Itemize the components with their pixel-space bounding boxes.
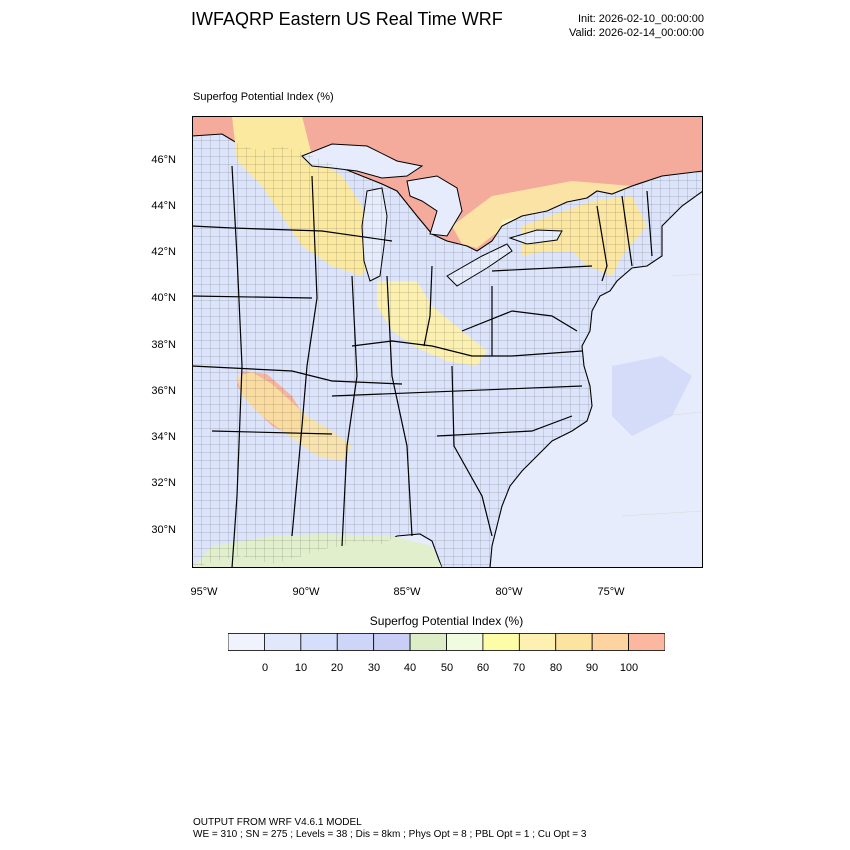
model-info-line1: OUTPUT FROM WRF V4.6.1 MODEL [193, 817, 362, 828]
colorbar-label: 60 [476, 662, 490, 674]
colorbar-box [409, 633, 447, 651]
valid-time-label: Valid: 2026-02-14_00:00:00 [569, 27, 704, 39]
weather-map [192, 116, 703, 568]
colorbar-box [628, 633, 665, 651]
colorbar-label: 30 [367, 662, 381, 674]
colorbar-title: Superfog Potential Index (%) [369, 614, 524, 628]
colorbar [228, 633, 665, 651]
colorbar-box [228, 633, 265, 651]
colorbar-box [555, 633, 593, 651]
colorbar-box [482, 633, 520, 651]
colorbar-box [264, 633, 302, 651]
colorbar-label: 50 [440, 662, 454, 674]
field-title: Superfog Potential Index (%) [193, 91, 334, 103]
lat-label-32: 32°N [151, 477, 176, 489]
lat-label-36: 36°N [151, 385, 176, 397]
colorbar-label: 90 [585, 662, 599, 674]
lat-label-34: 34°N [151, 431, 176, 443]
lon-label-80: 80°W [495, 586, 523, 598]
lat-label-46: 46°N [151, 154, 176, 166]
lake-huron [406, 175, 463, 237]
state-boundaries [192, 165, 653, 568]
colorbar-label: 40 [403, 662, 417, 674]
lat-label-40: 40°N [151, 292, 176, 304]
lon-label-75: 75°W [597, 586, 625, 598]
colorbar-label: 10 [294, 662, 308, 674]
lat-label-30: 30°N [151, 524, 176, 536]
init-time-label: Init: 2026-02-10_00:00:00 [578, 13, 704, 25]
lat-label-38: 38°N [151, 339, 176, 351]
colorbar-box [446, 633, 484, 651]
graticule [621, 273, 703, 517]
colorbar-label: 20 [330, 662, 344, 674]
colorbar-box [300, 633, 338, 651]
lat-label-44: 44°N [151, 200, 176, 212]
atlantic-offshore [612, 356, 692, 436]
colorbar-label: 0 [261, 662, 269, 674]
county-boundaries [192, 134, 703, 568]
lon-label-95: 95°W [190, 586, 218, 598]
colorbar-box [518, 633, 557, 651]
colorbar-box [373, 633, 411, 651]
lon-label-85: 85°W [393, 586, 421, 598]
colorbar-label: 80 [549, 662, 563, 674]
model-info-line2: WE = 310 ; SN = 275 ; Levels = 38 ; Dis … [193, 829, 587, 840]
colorbar-label: 100 [619, 662, 639, 674]
lat-label-42: 42°N [151, 246, 176, 258]
colorbar-box [336, 633, 375, 651]
main-title: IWFAQRP Eastern US Real Time WRF [191, 9, 503, 29]
colorbar-label: 70 [512, 662, 526, 674]
lon-label-90: 90°W [292, 586, 320, 598]
colorbar-box [591, 633, 629, 651]
